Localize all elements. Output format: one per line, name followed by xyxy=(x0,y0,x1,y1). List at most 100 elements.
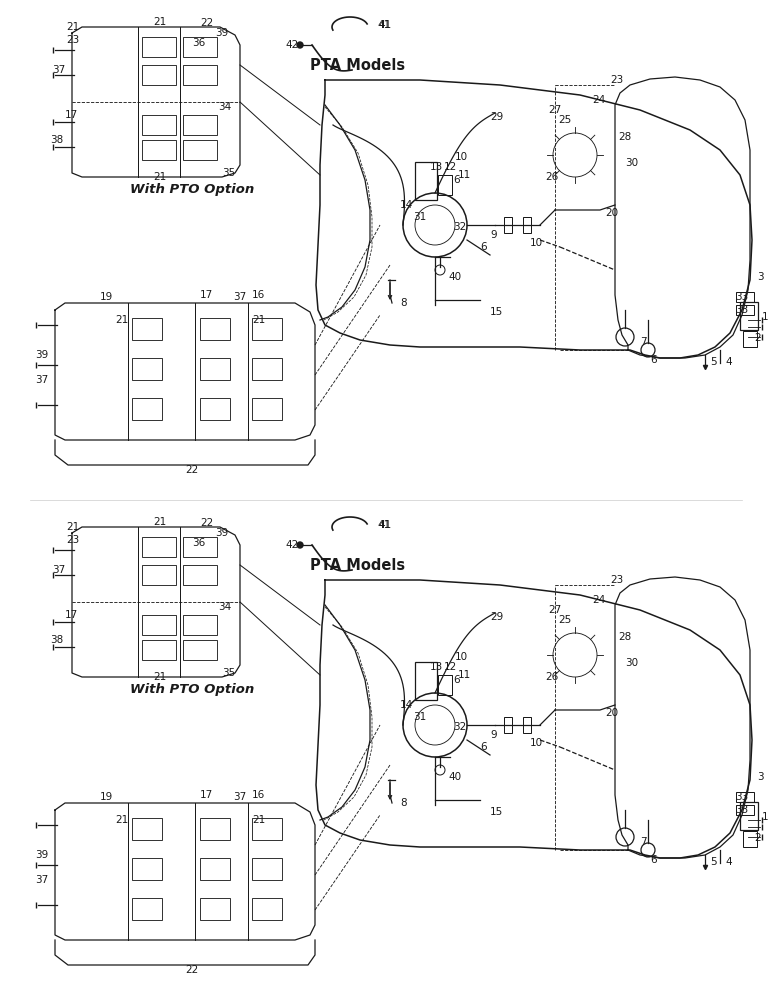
Text: 10: 10 xyxy=(455,652,468,662)
Bar xyxy=(200,818,230,840)
Text: 22: 22 xyxy=(200,518,213,528)
Text: 12: 12 xyxy=(444,662,457,672)
Text: 17: 17 xyxy=(65,110,78,120)
Text: 14: 14 xyxy=(400,200,413,210)
Text: 10: 10 xyxy=(455,152,468,162)
Text: 41: 41 xyxy=(377,20,391,30)
Text: 39: 39 xyxy=(215,28,229,38)
Text: 12: 12 xyxy=(444,162,457,172)
Bar xyxy=(183,140,217,160)
Text: 6: 6 xyxy=(480,242,486,252)
Text: 4: 4 xyxy=(725,857,732,867)
Bar xyxy=(736,305,754,315)
Bar xyxy=(132,818,162,840)
Text: 28: 28 xyxy=(618,132,631,142)
Text: 27: 27 xyxy=(548,105,561,115)
Text: 21: 21 xyxy=(115,315,128,325)
Text: 3: 3 xyxy=(757,272,764,282)
Text: 21: 21 xyxy=(115,815,128,825)
Text: 30: 30 xyxy=(625,658,638,668)
Text: 21: 21 xyxy=(153,17,166,27)
Bar xyxy=(200,358,230,380)
Text: 41: 41 xyxy=(377,520,391,530)
Bar xyxy=(132,398,162,420)
Text: 23: 23 xyxy=(610,575,623,585)
Bar xyxy=(200,898,230,920)
Text: 3: 3 xyxy=(757,772,764,782)
Text: 4: 4 xyxy=(725,357,732,367)
Bar xyxy=(142,640,176,660)
Text: 29: 29 xyxy=(490,112,503,122)
Text: PTA Models: PTA Models xyxy=(310,57,405,73)
Text: 24: 24 xyxy=(592,595,605,605)
Text: 14: 14 xyxy=(400,700,413,710)
Bar xyxy=(200,858,230,880)
Text: 36: 36 xyxy=(192,38,205,48)
Bar xyxy=(183,537,217,557)
Text: 6: 6 xyxy=(453,675,459,685)
Text: 37: 37 xyxy=(233,292,246,302)
Text: 11: 11 xyxy=(458,670,471,680)
Bar xyxy=(142,65,176,85)
Bar xyxy=(743,331,757,347)
Bar xyxy=(736,292,754,302)
Text: 39: 39 xyxy=(215,528,229,538)
Bar xyxy=(252,318,282,340)
Text: 7: 7 xyxy=(640,837,647,847)
Text: 31: 31 xyxy=(413,712,426,722)
Text: 2: 2 xyxy=(754,833,760,843)
Bar xyxy=(132,358,162,380)
Text: 23: 23 xyxy=(66,535,80,545)
Bar xyxy=(142,37,176,57)
Bar xyxy=(132,858,162,880)
Text: 16: 16 xyxy=(252,290,266,300)
Text: With PTO Option: With PTO Option xyxy=(130,684,254,696)
Bar xyxy=(183,640,217,660)
Text: 6: 6 xyxy=(453,175,459,185)
Text: 34: 34 xyxy=(218,102,232,112)
Text: 19: 19 xyxy=(100,292,113,302)
Text: 1: 1 xyxy=(762,812,769,822)
Text: 37: 37 xyxy=(35,375,48,385)
Bar xyxy=(252,898,282,920)
Text: 15: 15 xyxy=(490,307,503,317)
Text: 8: 8 xyxy=(400,298,407,308)
Text: 20: 20 xyxy=(605,208,618,218)
Text: 41: 41 xyxy=(378,20,391,30)
Bar xyxy=(142,537,176,557)
Bar xyxy=(200,398,230,420)
Bar xyxy=(740,802,758,830)
Text: 26: 26 xyxy=(545,172,558,182)
Text: PTA Models: PTA Models xyxy=(310,558,405,572)
Bar xyxy=(142,615,176,635)
Bar xyxy=(200,318,230,340)
Bar xyxy=(252,858,282,880)
Bar xyxy=(142,565,176,585)
Text: 10: 10 xyxy=(530,738,543,748)
Text: 28: 28 xyxy=(618,632,631,642)
Text: 6: 6 xyxy=(650,855,657,865)
Text: 17: 17 xyxy=(200,290,213,300)
Text: 19: 19 xyxy=(100,792,113,802)
Bar xyxy=(736,805,754,815)
Text: 2: 2 xyxy=(754,333,760,343)
Text: 21: 21 xyxy=(252,815,266,825)
Text: 10: 10 xyxy=(530,238,543,248)
Text: 40: 40 xyxy=(448,272,461,282)
Bar xyxy=(504,217,512,233)
Text: 11: 11 xyxy=(458,170,471,180)
Text: 33: 33 xyxy=(735,305,748,315)
Bar xyxy=(183,115,217,135)
Text: 17: 17 xyxy=(200,790,213,800)
Bar xyxy=(252,398,282,420)
Text: 24: 24 xyxy=(592,95,605,105)
Text: 13: 13 xyxy=(430,162,443,172)
Text: 21: 21 xyxy=(153,172,166,182)
Text: 27: 27 xyxy=(548,605,561,615)
Text: 6: 6 xyxy=(480,742,486,752)
Bar xyxy=(132,898,162,920)
Text: 5: 5 xyxy=(710,857,716,867)
Text: 7: 7 xyxy=(640,337,647,347)
Text: 37: 37 xyxy=(52,565,66,575)
Text: 39: 39 xyxy=(35,850,48,860)
